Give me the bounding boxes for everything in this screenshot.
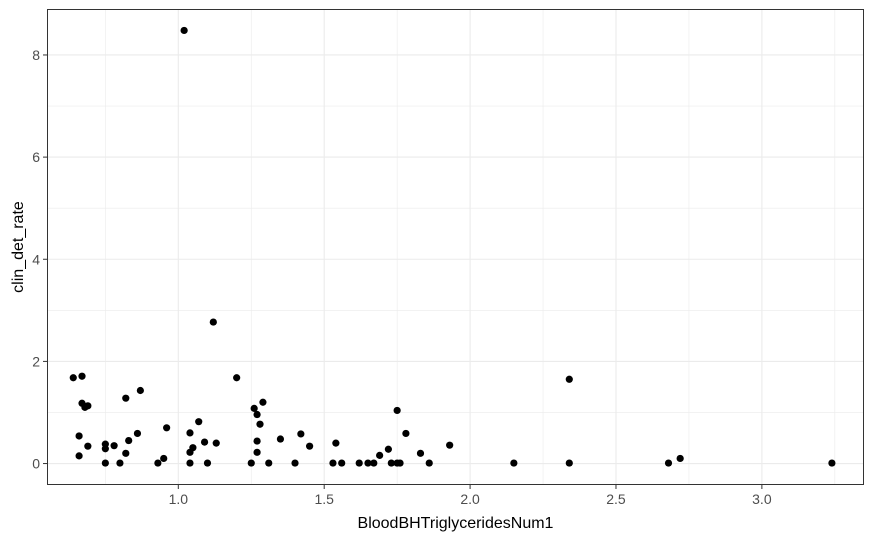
data-point [364, 459, 372, 467]
x-tick-label: 2.0 [460, 491, 480, 507]
data-point [136, 386, 144, 395]
x-tick-label: 3.0 [752, 491, 772, 507]
data-point [212, 439, 220, 447]
data-point [122, 394, 130, 402]
data-point [253, 448, 261, 456]
y-tick-label: 2 [32, 353, 40, 369]
y-tick-label: 0 [32, 456, 40, 472]
data-point [265, 459, 273, 467]
data-point [376, 451, 384, 459]
data-point [291, 459, 299, 467]
data-point [676, 454, 684, 463]
data-point [355, 459, 363, 467]
data-point [101, 459, 109, 467]
panel-border [47, 9, 864, 485]
data-point [75, 432, 83, 440]
data-point [425, 459, 433, 467]
data-point [195, 418, 203, 426]
data-point [446, 441, 454, 449]
data-point [276, 435, 285, 443]
data-point [259, 398, 267, 406]
data-point [387, 459, 395, 467]
y-axis-title: clin_det_rate [10, 201, 27, 293]
data-point [332, 439, 340, 447]
data-point [297, 430, 305, 438]
x-tick-label: 1.0 [169, 491, 189, 507]
data-point [250, 404, 258, 412]
data-point [256, 420, 264, 428]
data-point [69, 374, 77, 382]
data-point [133, 429, 142, 438]
data-point [154, 459, 162, 467]
data-point [338, 459, 346, 467]
y-tick-label: 4 [32, 251, 40, 267]
axis-ticks: 1.0 1.5 2.0 2.5 3.0 0 2 4 6 8 [32, 47, 772, 507]
data-point [200, 438, 209, 446]
x-axis-title: BloodBHTriglyceridesNum1 [358, 515, 554, 532]
data-point [186, 459, 194, 467]
data-points [69, 26, 836, 467]
data-point [122, 449, 130, 457]
x-tick-label: 1.5 [314, 491, 334, 507]
data-point [565, 459, 573, 467]
data-point [402, 429, 410, 438]
data-point [116, 459, 124, 467]
data-point [160, 454, 168, 463]
data-point [84, 442, 92, 450]
data-point [186, 429, 194, 437]
data-point [329, 459, 337, 467]
data-point [101, 445, 109, 453]
data-point [370, 459, 378, 467]
y-tick-label: 8 [32, 47, 40, 63]
data-point [125, 436, 133, 445]
data-point [84, 402, 92, 410]
x-tick-label: 2.5 [606, 491, 626, 507]
data-point [396, 459, 404, 467]
y-tick-label: 6 [32, 149, 40, 165]
data-point [247, 459, 255, 467]
data-point [828, 459, 836, 467]
data-point [203, 459, 212, 467]
data-point [209, 318, 217, 326]
data-point [163, 424, 171, 432]
data-point [110, 442, 118, 450]
data-point [186, 448, 194, 456]
data-point [180, 26, 188, 35]
data-point [253, 437, 261, 445]
data-point [306, 442, 314, 450]
data-point [510, 459, 518, 467]
gridlines [47, 9, 864, 485]
data-point [78, 372, 86, 380]
data-point [393, 406, 401, 415]
data-point [253, 410, 261, 419]
data-point [416, 449, 425, 457]
data-point [233, 374, 241, 382]
data-point [75, 452, 83, 460]
data-point [565, 375, 573, 383]
data-point [384, 445, 392, 453]
data-point [664, 459, 673, 467]
